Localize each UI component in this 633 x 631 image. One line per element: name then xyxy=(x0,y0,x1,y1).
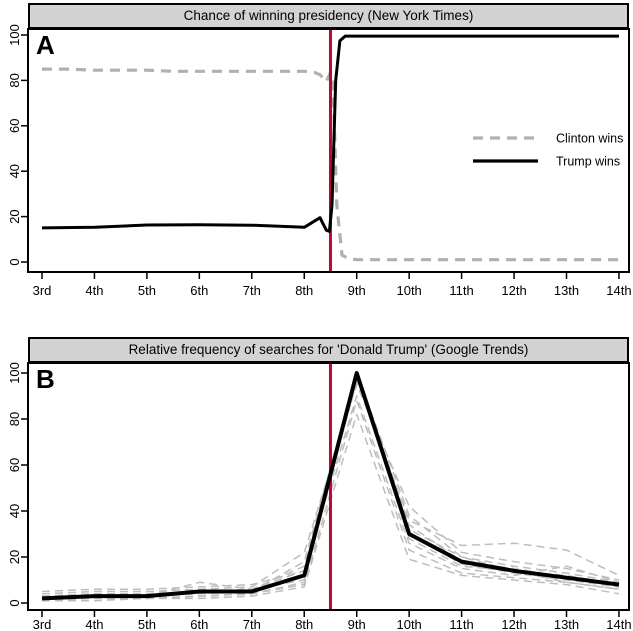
y-axis-tick-label: 20 xyxy=(7,209,22,223)
y-axis-tick-label: 20 xyxy=(7,550,22,564)
y-axis-tick-label: 60 xyxy=(7,119,22,133)
plot-border xyxy=(27,362,630,611)
y-axis-tick-label: 60 xyxy=(7,458,22,472)
y-axis-tick-label: 0 xyxy=(7,599,22,606)
y-axis-tick-label: 100 xyxy=(7,362,22,384)
x-axis-tick-label: 13th xyxy=(554,617,579,631)
panel-a-letter: A xyxy=(36,30,55,60)
x-axis-tick-label: 14th xyxy=(606,617,631,631)
plot-border xyxy=(27,28,630,273)
x-axis-tick-label: 12th xyxy=(501,283,526,298)
y-axis-tick-label: 40 xyxy=(7,504,22,518)
panel-b-letter: B xyxy=(36,364,55,394)
x-axis-tick-label: 5th xyxy=(138,617,156,631)
x-axis-tick-label: 12th xyxy=(501,617,526,631)
series-line-background-trend-6 xyxy=(41,383,620,595)
y-axis-tick-label: 100 xyxy=(7,24,22,46)
x-axis-tick-label: 9th xyxy=(348,283,366,298)
x-axis-tick-label: 5th xyxy=(138,283,156,298)
y-axis-tick-label: 80 xyxy=(7,73,22,87)
x-axis-tick-label: 7th xyxy=(243,617,261,631)
y-axis-tick-label: 80 xyxy=(7,412,22,426)
y-axis-tick-label: 0 xyxy=(7,258,22,265)
legend-entry-label: Trump wins xyxy=(556,155,620,169)
x-axis-tick-label: 11th xyxy=(449,283,473,298)
y-axis-tick-label: 40 xyxy=(7,164,22,178)
series-line-clinton-wins xyxy=(42,67,619,262)
panel-b-plot: 3rd 4th 5th 6th 7th 8th 9th 10th 11th 12th 13th 14t… xyxy=(7,362,632,631)
panel-a-title-bar: Chance of winning presidency (New York T… xyxy=(28,3,629,29)
x-axis-tick-label: 10th xyxy=(396,617,421,631)
series-line-trump-wins xyxy=(41,34,619,233)
x-axis-tick-label: 11th xyxy=(449,617,473,631)
x-axis-tick-label: 7th xyxy=(243,283,261,298)
x-axis-tick-label: 8th xyxy=(295,283,313,298)
x-axis-tick-label: 6th xyxy=(190,617,208,631)
x-axis-tick-label: 9th xyxy=(348,617,366,631)
panel-a-title: Chance of winning presidency (New York T… xyxy=(183,8,474,24)
x-axis-tick-label: 3rd xyxy=(33,617,52,631)
x-axis-tick-label: 4th xyxy=(85,283,103,298)
x-axis-tick-label: 4th xyxy=(85,617,103,631)
panel-b-title-bar: Relative frequency of searches for 'Dona… xyxy=(28,337,629,363)
series-line-background-trend-1 xyxy=(41,381,620,593)
legend-entry-label: Clinton wins xyxy=(556,132,623,146)
x-axis-tick-label: 10th xyxy=(396,283,421,298)
x-axis-tick-label: 3rd xyxy=(33,283,52,298)
x-axis-tick-label: 6th xyxy=(190,283,208,298)
x-axis-tick-label: 14th xyxy=(606,283,631,298)
x-axis-tick-label: 8th xyxy=(295,617,313,631)
panel-a-plot: 3rd 4th 5th 6th 7th 8th 9th 10th 11th 12th 13th 14t… xyxy=(7,24,632,298)
panel-b-title: Relative frequency of searches for 'Dona… xyxy=(128,342,529,358)
x-axis-tick-label: 13th xyxy=(554,283,579,298)
series-line-donald-trump-searches xyxy=(41,371,620,601)
